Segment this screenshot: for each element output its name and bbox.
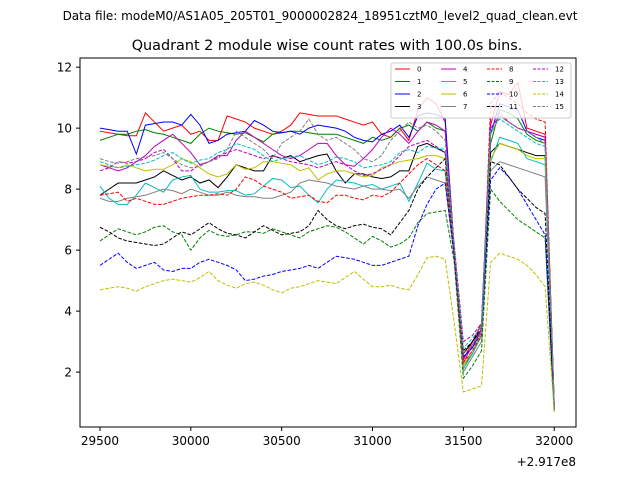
series-line-13 [99, 118, 555, 406]
series-line-2 [99, 103, 555, 406]
legend-label-12: 12 [555, 66, 564, 74]
series-line-5 [99, 136, 555, 409]
legend-label-9: 9 [509, 78, 513, 86]
legend-label-8: 8 [509, 66, 513, 74]
x-tick-label: 31000 [353, 434, 391, 448]
legend-label-15: 15 [555, 103, 564, 111]
x-offset-label: +2.917e8 [517, 455, 576, 469]
legend-label-4: 4 [463, 66, 468, 74]
x-tick-label: 30000 [172, 434, 210, 448]
legend-label-5: 5 [463, 78, 467, 86]
y-tick-label: 8 [64, 183, 72, 197]
y-tick-label: 2 [64, 366, 72, 380]
series-line-14 [99, 252, 555, 412]
series-line-8 [99, 90, 555, 406]
legend-label-1: 1 [417, 78, 421, 86]
y-tick-label: 4 [64, 305, 72, 319]
x-tick-label: 29500 [81, 434, 119, 448]
legend-label-0: 0 [417, 66, 421, 74]
legend-label-2: 2 [417, 91, 421, 99]
series-line-3 [99, 142, 555, 409]
y-tick-label: 10 [57, 122, 72, 136]
y-tick-label: 12 [57, 61, 72, 75]
series-line-11 [99, 157, 555, 409]
y-tick-label: 6 [64, 244, 72, 258]
legend-label-11: 11 [509, 103, 518, 111]
legend-box [390, 62, 572, 119]
x-tick-label: 32000 [535, 434, 573, 448]
series-line-12 [99, 112, 555, 406]
series-line-15 [99, 115, 555, 409]
legend-label-14: 14 [555, 91, 564, 99]
legend-label-3: 3 [417, 103, 421, 111]
series-line-0 [99, 81, 555, 403]
series-layer [99, 81, 555, 412]
x-tick-label: 30500 [263, 434, 301, 448]
plot-frame [79, 57, 577, 428]
legend-label-6: 6 [463, 91, 468, 99]
series-line-9 [99, 187, 555, 412]
series-line-4 [99, 115, 555, 406]
legend-label-10: 10 [509, 91, 518, 99]
chart-title: Quadrant 2 module wise count rates with … [132, 38, 523, 54]
series-line-7 [99, 161, 555, 409]
series-line-10 [99, 167, 555, 409]
chart-suptitle: Data file: modeM0/AS1A05_205T01_90000028… [63, 9, 578, 23]
legend-label-13: 13 [555, 78, 564, 86]
x-tick-label: 31500 [444, 434, 482, 448]
legend-label-7: 7 [463, 103, 467, 111]
